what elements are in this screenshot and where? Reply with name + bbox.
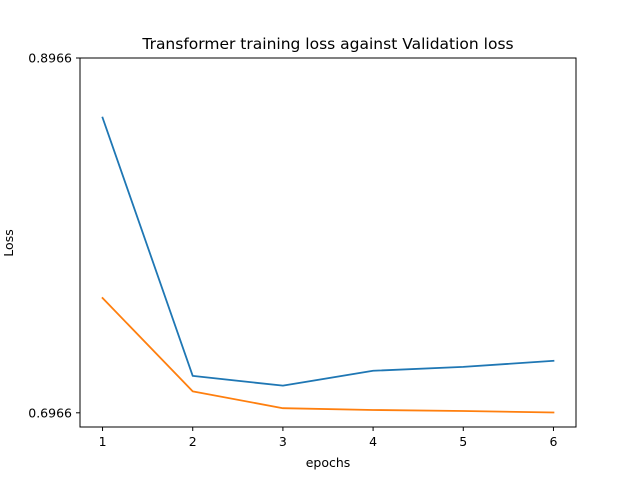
y-axis-ticks: 0.6966 0.8966: [28, 51, 80, 420]
y-tick-label: 0.8966: [28, 51, 72, 66]
x-axis-title: epochs: [306, 455, 351, 470]
x-axis-ticks: 1 2 3 4 5 6: [99, 427, 557, 449]
series-line-1: [101, 116, 555, 387]
x-tick-label: 5: [459, 434, 467, 449]
y-axis-title: Loss: [1, 229, 16, 256]
series-line-2: [101, 296, 555, 414]
x-tick-label: 6: [549, 434, 557, 449]
y-tick-label: 0.6966: [28, 405, 72, 420]
x-tick-label: 2: [189, 434, 197, 449]
plot-frame: [79, 57, 577, 428]
series-layer: [101, 116, 555, 414]
chart-title: Transformer training loss against Valida…: [141, 35, 513, 53]
x-tick-label: 3: [279, 434, 287, 449]
x-tick-label: 1: [99, 434, 107, 449]
x-tick-label: 4: [369, 434, 377, 449]
